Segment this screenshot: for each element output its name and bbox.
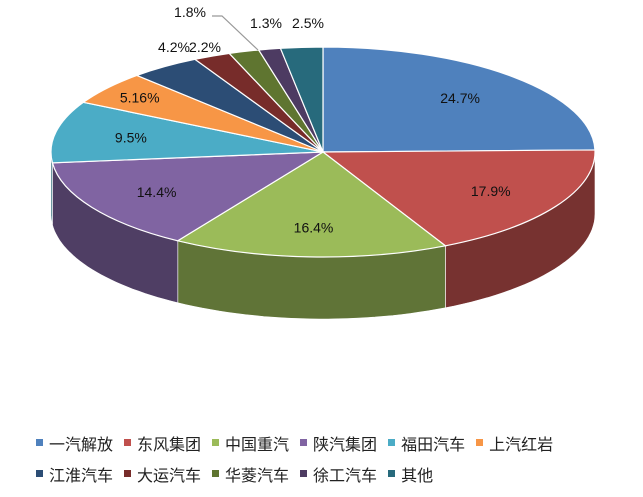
slice — [322, 46, 596, 153]
legend-swatch — [124, 439, 132, 446]
legend-swatch — [124, 470, 132, 477]
legend-item: 中国重汽 — [212, 431, 289, 455]
legend-swatch — [388, 470, 396, 477]
data-label: 24.7% — [440, 90, 480, 106]
legend-item: 东风集团 — [124, 431, 201, 455]
legend-label: 一汽解放 — [49, 434, 114, 454]
legend-label: 徐工汽车 — [313, 465, 378, 485]
legend-item: 徐工汽车 — [300, 462, 377, 486]
legend-label: 东风集团 — [137, 434, 202, 454]
slice — [176, 151, 447, 258]
data-label: 2.5% — [292, 15, 324, 31]
legend-label: 陕汽集团 — [313, 434, 378, 454]
legend-item: 陕汽集团 — [300, 431, 377, 455]
legend-swatch — [212, 439, 220, 446]
legend-label: 上汽红岩 — [489, 434, 554, 454]
data-label: 17.9% — [471, 183, 511, 199]
legend-label: 江淮汽车 — [49, 465, 114, 485]
legend-label: 中国重汽 — [225, 434, 290, 454]
legend-label: 华菱汽车 — [225, 465, 290, 485]
slice — [50, 101, 324, 164]
legend-swatch — [212, 470, 220, 477]
data-label: 16.4% — [294, 220, 334, 236]
leader-line — [212, 15, 259, 51]
legend-item: 一汽解放 — [36, 431, 113, 455]
pie-chart: 24.7% 17.9% 16.4% 14.4% 9.5% 5.16% 4.2% 2.2% 1.8… — [50, 4, 596, 320]
legend-label: 福田汽车 — [401, 434, 466, 454]
legend-item: 大运汽车 — [124, 462, 201, 486]
legend-swatch — [476, 439, 484, 446]
slice — [51, 151, 326, 242]
legend-row: 江淮汽车 大运汽车 华菱汽车 徐工汽车 其他 — [36, 458, 636, 489]
legend-swatch — [36, 470, 43, 477]
legend-item: 江淮汽车 — [36, 462, 113, 486]
slice — [321, 149, 596, 247]
legend-item: 其他 — [388, 462, 433, 486]
legend-swatch — [300, 439, 308, 446]
legend-swatch — [36, 439, 43, 446]
legend-row: 一汽解放 东风集团 中国重汽 陕汽集团 福田汽车 上汽红岩 — [36, 427, 636, 458]
legend-item: 福田汽车 — [388, 431, 465, 455]
data-label: 4.2% — [158, 39, 190, 55]
data-label: 5.16% — [120, 90, 160, 106]
legend-item: 华菱汽车 — [212, 462, 289, 486]
data-label: 2.2% — [189, 39, 221, 55]
legend-item: 上汽红岩 — [476, 431, 553, 455]
data-label: 9.5% — [115, 129, 147, 145]
slice-tops — [50, 46, 596, 258]
data-labels: 24.7% 17.9% 16.4% 14.4% 9.5% 5.16% 4.2% 2.2% 1.8… — [115, 4, 511, 236]
legend-swatch — [300, 470, 308, 477]
data-label: 1.8% — [174, 4, 206, 20]
data-label: 14.4% — [137, 184, 177, 200]
legend: 一汽解放 东风集团 中国重汽 陕汽集团 福田汽车 上汽红岩 江淮汽车 大运汽车 华菱汽车 徐工汽… — [36, 427, 636, 489]
legend-label: 大运汽车 — [137, 465, 202, 485]
legend-label: 其他 — [401, 465, 434, 485]
legend-swatch — [388, 439, 396, 446]
data-label: 1.3% — [250, 15, 282, 31]
slice — [279, 46, 324, 153]
